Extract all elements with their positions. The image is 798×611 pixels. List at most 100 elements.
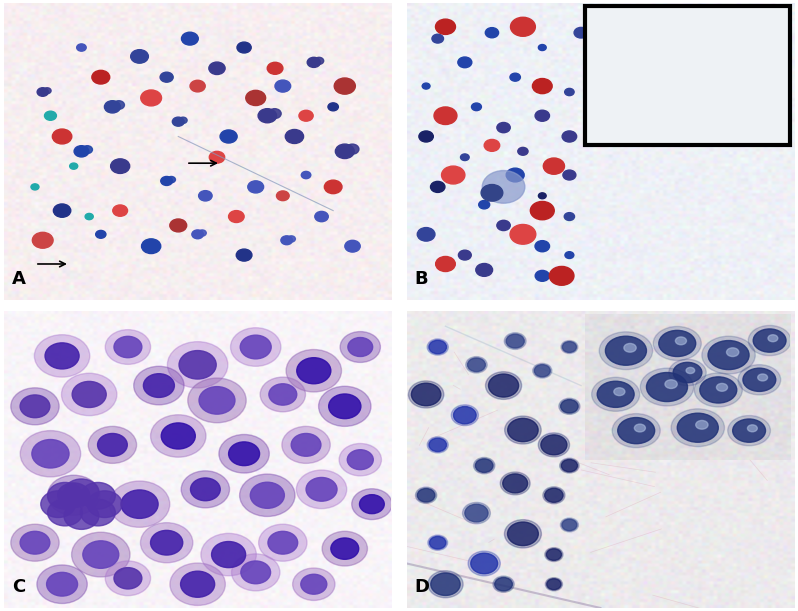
Circle shape [451, 405, 479, 426]
Circle shape [485, 371, 522, 400]
Circle shape [45, 343, 79, 369]
Circle shape [346, 144, 359, 154]
Circle shape [287, 236, 295, 242]
Circle shape [92, 70, 110, 84]
Circle shape [535, 365, 551, 377]
Circle shape [161, 423, 196, 449]
Circle shape [430, 181, 445, 192]
Circle shape [219, 434, 269, 473]
Circle shape [240, 335, 271, 359]
Circle shape [268, 109, 281, 119]
Circle shape [508, 419, 538, 442]
Circle shape [37, 565, 87, 604]
Circle shape [97, 433, 128, 456]
Circle shape [428, 535, 448, 551]
Circle shape [561, 400, 579, 413]
Circle shape [151, 530, 183, 555]
Circle shape [114, 336, 142, 357]
Circle shape [339, 444, 381, 476]
Circle shape [267, 62, 283, 75]
Circle shape [48, 483, 82, 509]
Circle shape [532, 79, 552, 93]
Circle shape [34, 335, 89, 377]
Circle shape [510, 224, 535, 244]
Circle shape [72, 532, 130, 577]
Circle shape [168, 342, 228, 388]
Circle shape [248, 181, 263, 193]
Circle shape [506, 334, 524, 348]
Circle shape [562, 519, 577, 531]
Circle shape [140, 522, 193, 563]
Circle shape [32, 439, 69, 468]
Circle shape [144, 374, 175, 397]
Circle shape [105, 330, 151, 364]
Circle shape [64, 479, 99, 506]
Circle shape [191, 478, 220, 501]
Circle shape [560, 518, 579, 532]
Circle shape [429, 340, 447, 354]
Circle shape [64, 503, 99, 529]
Circle shape [188, 378, 247, 423]
Circle shape [239, 474, 295, 516]
Circle shape [134, 366, 184, 405]
Circle shape [471, 553, 498, 574]
Circle shape [431, 573, 460, 596]
Circle shape [314, 57, 324, 64]
Circle shape [72, 381, 106, 408]
Circle shape [260, 377, 306, 412]
Circle shape [564, 213, 575, 221]
Circle shape [20, 431, 81, 477]
Circle shape [503, 474, 527, 493]
Circle shape [228, 211, 244, 222]
Circle shape [228, 442, 259, 466]
Circle shape [539, 193, 546, 199]
Circle shape [340, 332, 381, 362]
Circle shape [545, 488, 563, 502]
Circle shape [324, 180, 342, 194]
Circle shape [563, 342, 576, 353]
Circle shape [429, 438, 447, 452]
Circle shape [81, 499, 115, 526]
Circle shape [301, 574, 327, 594]
Circle shape [465, 504, 488, 522]
Circle shape [482, 170, 525, 203]
Circle shape [347, 450, 373, 470]
Circle shape [493, 576, 514, 592]
Text: C: C [12, 578, 25, 596]
Circle shape [436, 19, 456, 34]
Circle shape [111, 159, 130, 174]
Circle shape [43, 88, 51, 93]
Circle shape [307, 57, 320, 67]
Text: D: D [414, 578, 429, 596]
Circle shape [429, 536, 446, 549]
Circle shape [276, 191, 289, 200]
Circle shape [46, 573, 77, 596]
Circle shape [105, 101, 120, 113]
Circle shape [11, 388, 59, 425]
Circle shape [427, 339, 448, 355]
Circle shape [41, 491, 76, 518]
Circle shape [511, 17, 535, 36]
Circle shape [416, 487, 437, 503]
Circle shape [473, 458, 495, 474]
Circle shape [466, 357, 487, 373]
Circle shape [458, 57, 472, 68]
Circle shape [545, 547, 563, 562]
Circle shape [422, 83, 430, 89]
Circle shape [352, 489, 392, 519]
Circle shape [20, 532, 49, 554]
Circle shape [335, 144, 354, 158]
Circle shape [231, 327, 281, 366]
Circle shape [302, 172, 310, 178]
Circle shape [348, 337, 373, 356]
Circle shape [281, 236, 293, 244]
Circle shape [547, 579, 561, 590]
Circle shape [562, 131, 577, 142]
Circle shape [441, 166, 465, 184]
Circle shape [140, 90, 161, 106]
Circle shape [53, 204, 71, 218]
Circle shape [131, 49, 148, 63]
Circle shape [179, 117, 188, 123]
Circle shape [318, 386, 371, 426]
Circle shape [453, 406, 476, 424]
